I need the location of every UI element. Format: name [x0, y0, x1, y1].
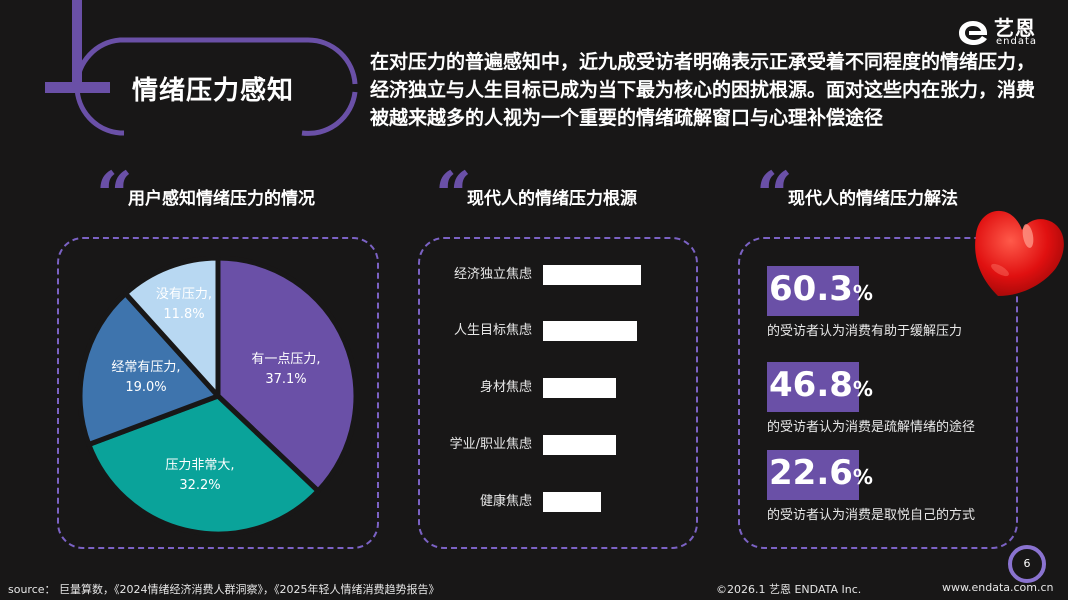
pie-label-some-pressure: 有一点压力, 37.1% — [251, 352, 321, 387]
quote-mark-icon: “ — [756, 158, 793, 233]
pie-slice-no-pressure — [123, 256, 221, 399]
stat-description: 的受访者认为消费有助于缓解压力 — [767, 324, 963, 339]
quote-mark-icon: “ — [96, 158, 133, 233]
bar-label: 健康焦虑 — [479, 494, 532, 509]
stat-item: 60.3% 的受访者认为消费有助于缓解压力 — [767, 266, 962, 339]
copyright: ©2026.1 艺恩 ENDATA Inc. — [716, 583, 862, 596]
page-title: 情绪压力感知 — [132, 76, 295, 106]
quote-mark-icon: “ — [435, 158, 472, 233]
stat-value: 60.3% — [767, 266, 873, 316]
logo-en-text: endata — [996, 36, 1038, 47]
stat-value: 46.8% — [767, 362, 873, 412]
source-note: source： 巨量算数，《2024情绪经济消费人群洞察》，《2025年轻人情绪… — [8, 583, 440, 596]
stat-value: 22.6% — [767, 450, 873, 500]
title-frame-decoration — [45, 0, 358, 136]
bar-row: 学业/职业焦虑 — [420, 435, 700, 455]
heart-icon — [975, 210, 1064, 296]
pie-label-heavy-pressure: 压力非常大, 32.2% — [165, 458, 235, 493]
stats-panel — [738, 237, 1018, 549]
bar-row: 身材焦虑 — [420, 378, 700, 398]
endata-logo-icon — [959, 21, 988, 45]
bar — [543, 492, 601, 512]
bar-label: 学业/职业焦虑 — [449, 437, 532, 452]
bar-row: 经济独立焦虑 — [420, 265, 700, 285]
section-header-pie: “ 用户感知情绪压力的情况 — [96, 164, 396, 228]
stat-item: 46.8% 的受访者认为消费是疏解情绪的途径 — [767, 362, 975, 435]
pie-slice-heavy-pressure — [86, 393, 321, 536]
pie-label-no-pressure: 没有压力, 11.8% — [155, 287, 213, 322]
bar — [543, 265, 641, 285]
section-header-bars: “ 现代人的情绪压力根源 — [435, 164, 735, 228]
pie-slice-frequent-pressure — [78, 291, 221, 447]
pie-label-frequent-pressure: 经常有压力, 19.0% — [111, 360, 181, 395]
page-number: 6 — [1008, 545, 1046, 583]
endata-logo: 艺恩 endata — [956, 14, 1066, 54]
pie-chart — [78, 256, 358, 536]
pie-panel — [57, 237, 379, 549]
bars-panel — [418, 237, 698, 549]
intro-paragraph: 在对压力的普遍感知中，近九成受访者明确表示正承受着不同程度的情绪压力，经济独立与… — [370, 51, 1036, 129]
bar-label: 人生目标焦虑 — [453, 323, 532, 338]
bar-label: 经济独立焦虑 — [453, 267, 532, 282]
logo-cn-text: 艺恩 — [994, 16, 1036, 40]
bar — [543, 378, 616, 398]
bar-label: 身材焦虑 — [479, 380, 532, 395]
stat-description: 的受访者认为消费是疏解情绪的途径 — [767, 420, 976, 435]
bar-row: 人生目标焦虑 — [420, 321, 700, 341]
section-header-stats: “ 现代人的情绪压力解法 — [756, 164, 1056, 228]
website-link[interactable]: www.endata.com.cn — [942, 581, 1054, 594]
section-title: 现代人的情绪压力根源 — [467, 189, 637, 209]
section-title: 用户感知情绪压力的情况 — [128, 189, 315, 209]
stat-description: 的受访者认为消费是取悦自己的方式 — [767, 508, 976, 523]
bar — [543, 321, 637, 341]
pie-slice-some-pressure — [215, 256, 358, 494]
bar — [543, 435, 616, 455]
section-title: 现代人的情绪压力解法 — [788, 189, 958, 209]
stat-item: 22.6% 的受访者认为消费是取悦自己的方式 — [767, 450, 975, 523]
bar-row: 健康焦虑 — [420, 492, 700, 512]
